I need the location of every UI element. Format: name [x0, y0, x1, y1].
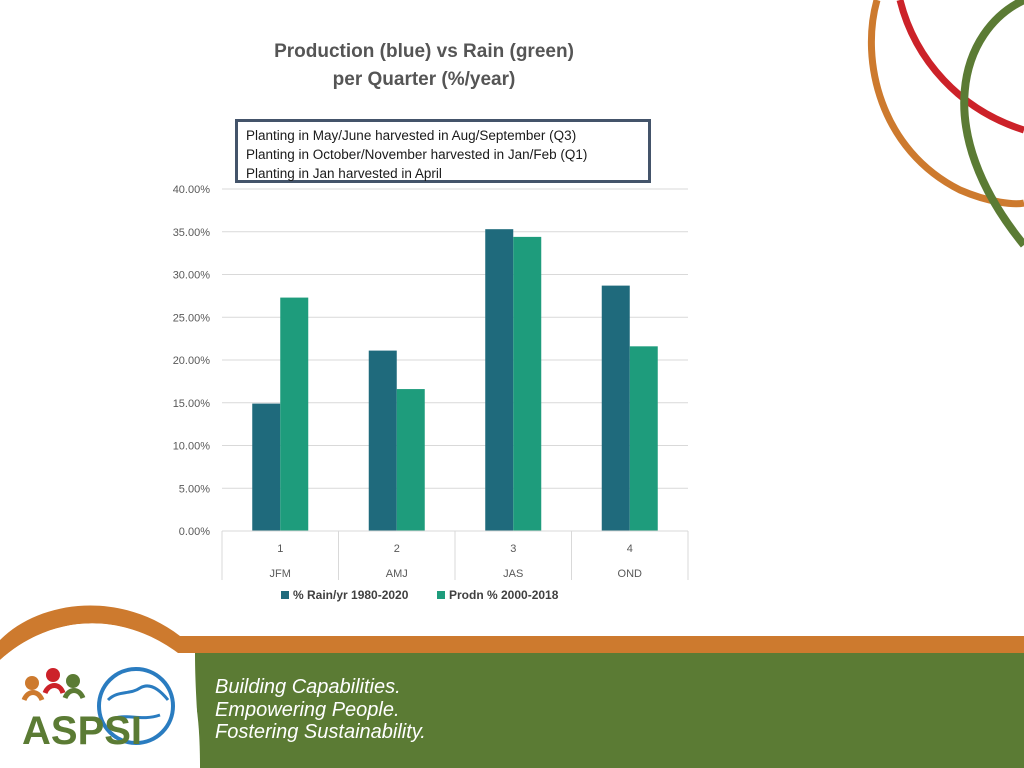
planting-note-box: Planting in May/June harvested in Aug/Se…: [235, 119, 651, 183]
chart-title-line1: Production (blue) vs Rain (green): [274, 41, 574, 62]
x-tick-sublabel: AMJ: [386, 568, 408, 580]
bar-series-1: [368, 350, 397, 531]
y-tick-label: 5.00%: [179, 483, 210, 495]
x-tick-label: 2: [394, 543, 400, 555]
y-tick-label: 20.00%: [173, 355, 211, 367]
y-tick-label: 40.00%: [173, 184, 211, 196]
x-tick-label: 1: [277, 543, 283, 555]
y-tick-label: 0.00%: [179, 526, 210, 538]
y-tick-label: 30.00%: [173, 270, 211, 282]
x-tick-label: 4: [627, 543, 633, 555]
y-tick-label: 10.00%: [173, 441, 211, 453]
legend-label: Prodn % 2000-2018: [449, 588, 559, 602]
tagline: Building Capabilities. Empowering People…: [215, 676, 426, 744]
y-tick-label: 25.00%: [173, 312, 211, 324]
note-line: Planting in May/June harvested in Aug/Se…: [246, 128, 577, 143]
chart-title: Production (blue) vs Rain (green) per Qu…: [224, 38, 624, 94]
x-tick-sublabel: OND: [618, 568, 643, 580]
tagline-line: Empowering People.: [215, 698, 400, 721]
bar-series-2: [513, 236, 542, 531]
bar-series-1: [601, 285, 630, 531]
chart-title-line2: per Quarter (%/year): [332, 69, 516, 90]
legend-label: % Rain/yr 1980-2020: [293, 588, 409, 602]
y-tick-label: 35.00%: [173, 227, 211, 239]
y-tick-label: 15.00%: [173, 398, 211, 410]
bar-series-1: [485, 229, 514, 531]
x-tick-label: 3: [510, 543, 516, 555]
legend-swatch: [437, 591, 445, 599]
bar-series-2: [396, 389, 425, 531]
bar-series-2: [280, 297, 309, 531]
bar-series-1: [252, 403, 281, 531]
x-tick-sublabel: JFM: [270, 568, 291, 580]
tagline-line: Building Capabilities.: [215, 676, 401, 698]
legend-swatch: [281, 591, 289, 599]
bar-series-2: [629, 346, 658, 531]
note-line: Planting in Jan harvested in April: [246, 166, 442, 181]
tagline-line: Fostering Sustainability.: [215, 721, 426, 743]
note-line: Planting in October/November harvested i…: [246, 147, 588, 162]
x-tick-sublabel: JAS: [503, 568, 523, 580]
